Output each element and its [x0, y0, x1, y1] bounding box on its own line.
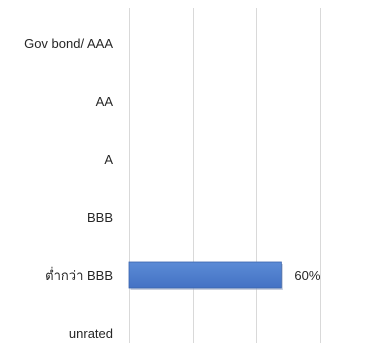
category-label: A — [104, 152, 113, 167]
category-label: Gov bond/ AAA — [24, 36, 113, 51]
bar-category-4 — [128, 261, 282, 289]
category-label: ต่ำกว่า BBB — [45, 267, 113, 283]
category-label: unrated — [69, 326, 113, 341]
category-label: BBB — [87, 210, 113, 225]
data-labels: 60% — [294, 268, 320, 283]
data-label: 60% — [294, 268, 320, 283]
bars — [128, 261, 283, 290]
category-label: AA — [96, 94, 114, 109]
gridlines — [129, 8, 321, 343]
